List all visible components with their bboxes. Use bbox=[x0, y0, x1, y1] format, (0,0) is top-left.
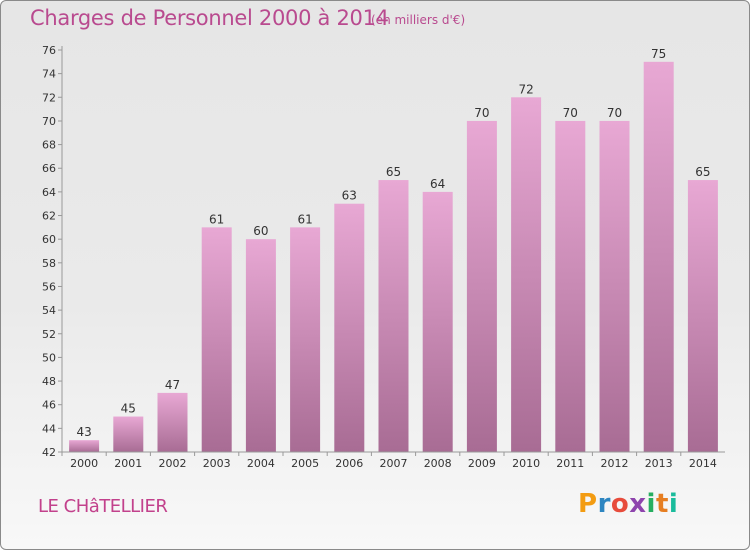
axes-group bbox=[58, 46, 725, 456]
x-tick-label-2006: 2006 bbox=[335, 457, 363, 470]
logo-letter: r bbox=[597, 489, 611, 519]
y-tick-label-48: 48 bbox=[42, 375, 56, 388]
y-tick-label-72: 72 bbox=[42, 91, 56, 104]
y-tick-label-66: 66 bbox=[42, 162, 56, 175]
x-tick-label-2012: 2012 bbox=[601, 457, 629, 470]
data-label-2001: 45 bbox=[121, 402, 136, 416]
y-tick-label-46: 46 bbox=[42, 399, 56, 412]
x-tick-label-2004: 2004 bbox=[247, 457, 275, 470]
bar-2003 bbox=[201, 227, 232, 452]
chart-title: Charges de Personnel 2000 à 2014 bbox=[30, 6, 389, 30]
bar-2000 bbox=[69, 440, 100, 452]
logo-letter: x bbox=[629, 489, 647, 519]
y-tick-label-74: 74 bbox=[42, 68, 56, 81]
bar-2013 bbox=[643, 61, 674, 453]
y-tick-label-76: 76 bbox=[42, 44, 56, 57]
bar-2001 bbox=[113, 416, 144, 452]
bar-2007 bbox=[378, 180, 409, 452]
bar-2009 bbox=[466, 120, 497, 453]
logo-letter: i bbox=[646, 489, 656, 519]
x-tick-label-2000: 2000 bbox=[70, 457, 98, 470]
data-label-2008: 64 bbox=[430, 177, 445, 191]
bar-2006 bbox=[334, 203, 365, 452]
y-tick-label-44: 44 bbox=[42, 422, 56, 435]
bar-2012 bbox=[599, 120, 630, 453]
x-tick-label-2014: 2014 bbox=[689, 457, 717, 470]
bar-2014 bbox=[687, 180, 718, 452]
logo-letter: i bbox=[668, 489, 679, 519]
x-tick-label-2002: 2002 bbox=[159, 457, 187, 470]
data-label-2009: 70 bbox=[474, 106, 489, 120]
data-label-2013: 75 bbox=[651, 47, 666, 61]
bar-2004 bbox=[245, 239, 276, 452]
y-tick-label-42: 42 bbox=[42, 446, 56, 459]
ticks-group: 2000 2001 2002 2003 2004 2005 2006 2007 2008 2009… bbox=[42, 44, 717, 470]
x-tick-label-2009: 2009 bbox=[468, 457, 496, 470]
bar-2005 bbox=[290, 227, 321, 452]
x-tick-label-2007: 2007 bbox=[380, 457, 408, 470]
bar-2011 bbox=[555, 120, 586, 453]
y-tick-label-50: 50 bbox=[42, 351, 56, 364]
x-tick-label-2011: 2011 bbox=[556, 457, 584, 470]
data-label-2000: 43 bbox=[76, 425, 91, 439]
data-label-2007: 65 bbox=[386, 165, 401, 179]
x-tick-label-2003: 2003 bbox=[203, 457, 231, 470]
bar-2010 bbox=[511, 97, 542, 452]
data-labels-group: 43 45 47 61 60 61 63 65 64 70 72 70 70 75 65 bbox=[76, 47, 710, 439]
data-label-2002: 47 bbox=[165, 378, 180, 392]
bars-group bbox=[69, 61, 718, 453]
logo-letter: o bbox=[610, 489, 630, 519]
y-tick-label-70: 70 bbox=[42, 115, 56, 128]
chart-subtitle: (en milliers d'€) bbox=[371, 13, 466, 27]
y-tick-label-54: 54 bbox=[42, 304, 56, 317]
x-tick-label-2013: 2013 bbox=[645, 457, 673, 470]
y-tick-label-60: 60 bbox=[42, 233, 56, 246]
proxiti-logo: Proxiti bbox=[578, 489, 678, 519]
data-label-2014: 65 bbox=[695, 165, 710, 179]
data-label-2005: 61 bbox=[297, 212, 312, 226]
logo-letter: t bbox=[655, 489, 669, 519]
data-label-2011: 70 bbox=[563, 106, 578, 120]
x-tick-label-2005: 2005 bbox=[291, 457, 319, 470]
x-tick-label-2008: 2008 bbox=[424, 457, 452, 470]
x-tick-label-2001: 2001 bbox=[114, 457, 142, 470]
data-label-2006: 63 bbox=[342, 189, 357, 203]
commune-name: LE CHâTELLIER bbox=[38, 496, 168, 517]
data-label-2012: 70 bbox=[607, 106, 622, 120]
data-label-2003: 61 bbox=[209, 212, 224, 226]
data-label-2010: 72 bbox=[518, 82, 533, 96]
bar-2008 bbox=[422, 191, 453, 452]
y-tick-label-68: 68 bbox=[42, 139, 56, 152]
y-tick-label-62: 62 bbox=[42, 210, 56, 223]
logo-letter: P bbox=[578, 489, 598, 519]
y-tick-label-52: 52 bbox=[42, 328, 56, 341]
y-tick-label-58: 58 bbox=[42, 257, 56, 270]
data-label-2004: 60 bbox=[253, 224, 268, 238]
x-tick-label-2010: 2010 bbox=[512, 457, 540, 470]
y-tick-label-56: 56 bbox=[42, 280, 56, 293]
bar-2002 bbox=[157, 392, 188, 452]
y-tick-label-64: 64 bbox=[42, 186, 56, 199]
